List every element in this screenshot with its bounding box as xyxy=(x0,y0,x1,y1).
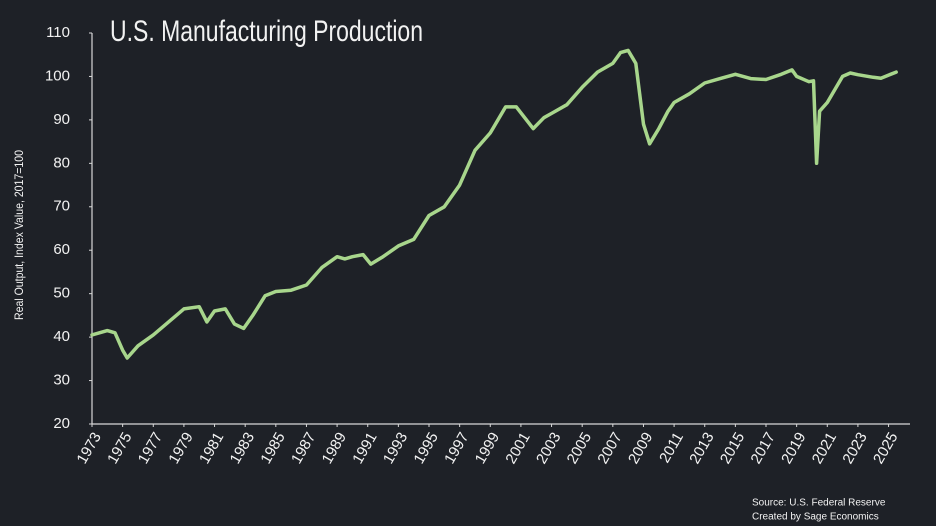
y-tick-label: 90 xyxy=(53,111,70,128)
source-note: Source: U.S. Federal Reserve xyxy=(752,498,886,509)
credit-note: Created by Sage Economics xyxy=(752,512,879,523)
y-tick-label: 40 xyxy=(53,328,70,345)
chart-title: U.S. Manufacturing Production xyxy=(110,15,423,48)
data-line xyxy=(90,48,898,360)
y-tick-label: 60 xyxy=(53,241,70,258)
y-tick-label: 50 xyxy=(53,285,70,302)
y-tick-label: 110 xyxy=(46,24,70,41)
y-axis-label: Real Output, Index Value, 2017=100 xyxy=(12,150,26,320)
y-tick-label: 80 xyxy=(53,154,70,171)
y-tick-label: 70 xyxy=(53,198,70,215)
y-tick-label: 30 xyxy=(53,372,70,389)
y-tick-label: 20 xyxy=(53,415,70,432)
y-tick-label: 100 xyxy=(45,67,70,84)
